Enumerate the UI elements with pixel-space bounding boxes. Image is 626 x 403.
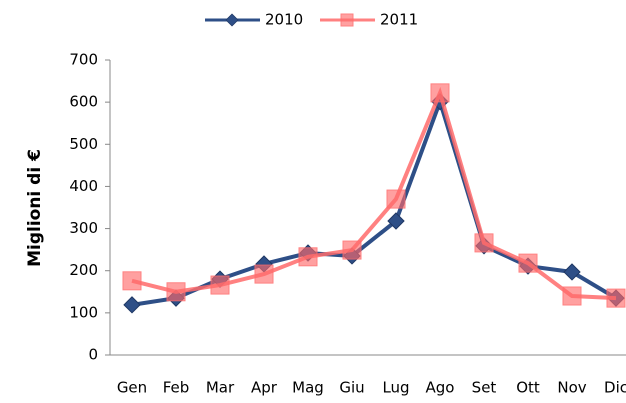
data-point (518, 253, 538, 273)
x-tick-label: Ott (516, 379, 540, 397)
legend-label: 2010 (265, 11, 303, 29)
y-tick-label: 600 (69, 93, 98, 111)
data-point (563, 263, 581, 281)
y-tick-label: 700 (69, 51, 98, 69)
x-tick-label: Apr (251, 379, 278, 397)
data-point (342, 240, 362, 260)
data-point (210, 275, 230, 295)
y-tick-label: 100 (69, 303, 98, 321)
data-point (386, 189, 406, 209)
x-tick-label: Dic (604, 379, 626, 397)
data-point (298, 247, 318, 267)
y-tick-label: 300 (69, 219, 98, 237)
y-tick-label: 200 (69, 261, 98, 279)
data-point (122, 271, 142, 291)
legend-marker (340, 13, 354, 27)
data-point (123, 296, 141, 314)
data-point (387, 212, 405, 230)
x-tick-label: Feb (163, 379, 190, 397)
y-tick-label: 0 (88, 346, 98, 364)
x-tick-label: Mar (206, 379, 235, 397)
data-point (254, 264, 274, 284)
y-tick-label: 500 (69, 135, 98, 153)
x-tick-label: Ago (426, 379, 455, 397)
y-axis-label: Miglioni di € (25, 149, 45, 267)
data-point (430, 83, 450, 103)
x-tick-label: Set (472, 379, 497, 397)
data-point (606, 288, 626, 308)
x-tick-label: Gen (117, 379, 147, 397)
legend-label: 2011 (380, 11, 418, 29)
x-tick-label: Lug (382, 379, 409, 397)
x-tick-label: Giu (339, 379, 364, 397)
data-point (562, 286, 582, 306)
legend-marker (225, 13, 239, 27)
y-tick-label: 400 (69, 177, 98, 195)
x-tick-label: Nov (557, 379, 586, 397)
x-tick-label: Mag (292, 379, 324, 397)
data-point (474, 233, 494, 253)
data-point (166, 282, 186, 302)
